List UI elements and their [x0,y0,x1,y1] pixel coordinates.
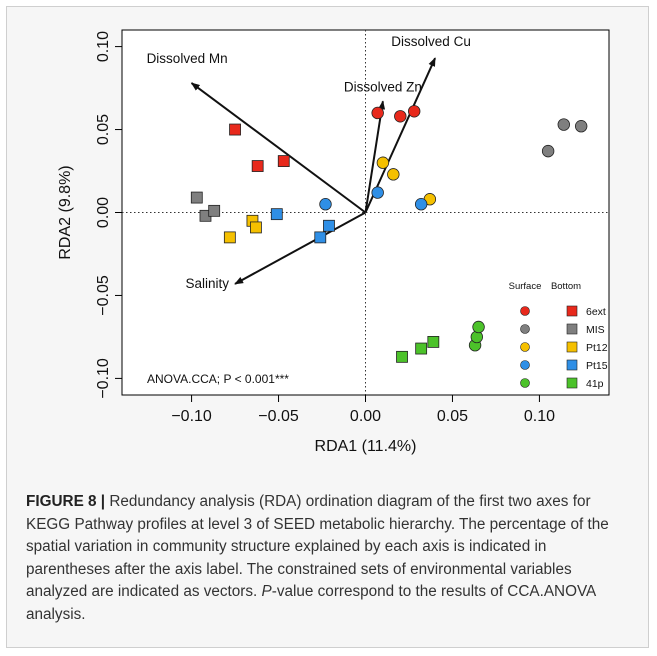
data-point-square [190,191,203,204]
data-point-square [251,160,264,172]
y-tick-label: 0.05 [95,114,112,145]
legend-label: Pt15 [586,360,608,372]
y-tick-label: 0.10 [95,31,112,62]
x-axis-label: RDA1 (11.4%) [315,438,417,455]
vector-label: Salinity [186,276,230,291]
legend-header-bottom: Bottom [551,281,581,292]
anova-annotation: ANOVA.CCA; P < 0.001*** [147,372,289,386]
legend-label: Pt12 [586,342,608,354]
caption-text-part2: -value correspond to the results of CCA.… [26,583,596,623]
vector-arrow [190,82,367,214]
x-tick-label: 0.05 [437,408,468,425]
data-point-square [314,231,327,244]
vector-arrow [364,100,386,213]
data-point-circle [376,156,390,169]
legend-square-swatch [566,341,578,353]
data-point-square [250,221,262,234]
data-point-circle [414,198,428,211]
data-point-square [223,231,236,244]
legend-header-surface: Surface [509,281,542,292]
x-tick-label: −0.05 [258,408,299,425]
vector-label: Dissolved Cu [391,34,471,49]
vector-label: Dissolved Zn [344,79,422,94]
y-tick-label: −0.05 [95,275,112,316]
data-point-circle [371,186,384,199]
data-point-circle [541,144,555,158]
caption-figure-label: FIGURE 8 | [26,493,106,510]
data-point-circle [408,105,421,118]
figure-caption: FIGURE 8 | Redundancy analysis (RDA) ord… [26,491,626,626]
legend-square-swatch [566,323,578,335]
legend-circle-swatch [520,378,530,388]
data-point-circle [387,168,400,181]
data-point-square [277,155,290,167]
data-point-square [427,336,440,348]
data-point-circle [371,106,384,120]
y-tick-label: 0.00 [95,197,112,228]
y-tick-label: −0.10 [95,358,112,399]
x-tick-label: −0.10 [171,408,212,425]
legend-square-swatch [566,305,578,317]
x-tick-label: 0.00 [350,408,381,425]
data-point-square [323,219,335,232]
data-point-square [415,342,428,355]
legend-label: MIS [586,324,605,336]
data-point-square [396,350,408,363]
legend-square-swatch [566,377,578,389]
caption-text-part1: Redundancy analysis (RDA) ordination dia… [26,493,609,600]
legend-label: 41p [586,378,604,390]
data-point-square [229,123,241,136]
caption-p-letter: P [261,583,272,600]
data-point-square [208,204,221,217]
vector-label: Dissolved Mn [147,51,228,66]
legend-label: 6ext [586,306,606,318]
data-point-circle [472,320,485,334]
data-point-square [270,208,283,221]
vector-arrow [234,211,366,285]
x-tick-label: 0.10 [524,408,555,425]
legend-circle-swatch [520,306,530,316]
legend-circle-swatch [520,324,530,334]
data-point-circle [574,120,588,133]
data-point-circle [319,198,332,211]
legend-square-swatch [566,359,578,371]
data-point-circle [394,110,407,123]
legend-circle-swatch [520,360,530,370]
y-axis-label: RDA2 (9.8%) [57,165,74,259]
rda-ordination-chart: −0.10 −0.05 0.00 0.05 0.10 −0.10 −0.05 0.00 0.0… [57,29,610,455]
legend-circle-swatch [520,342,530,352]
data-point-circle [557,118,570,131]
